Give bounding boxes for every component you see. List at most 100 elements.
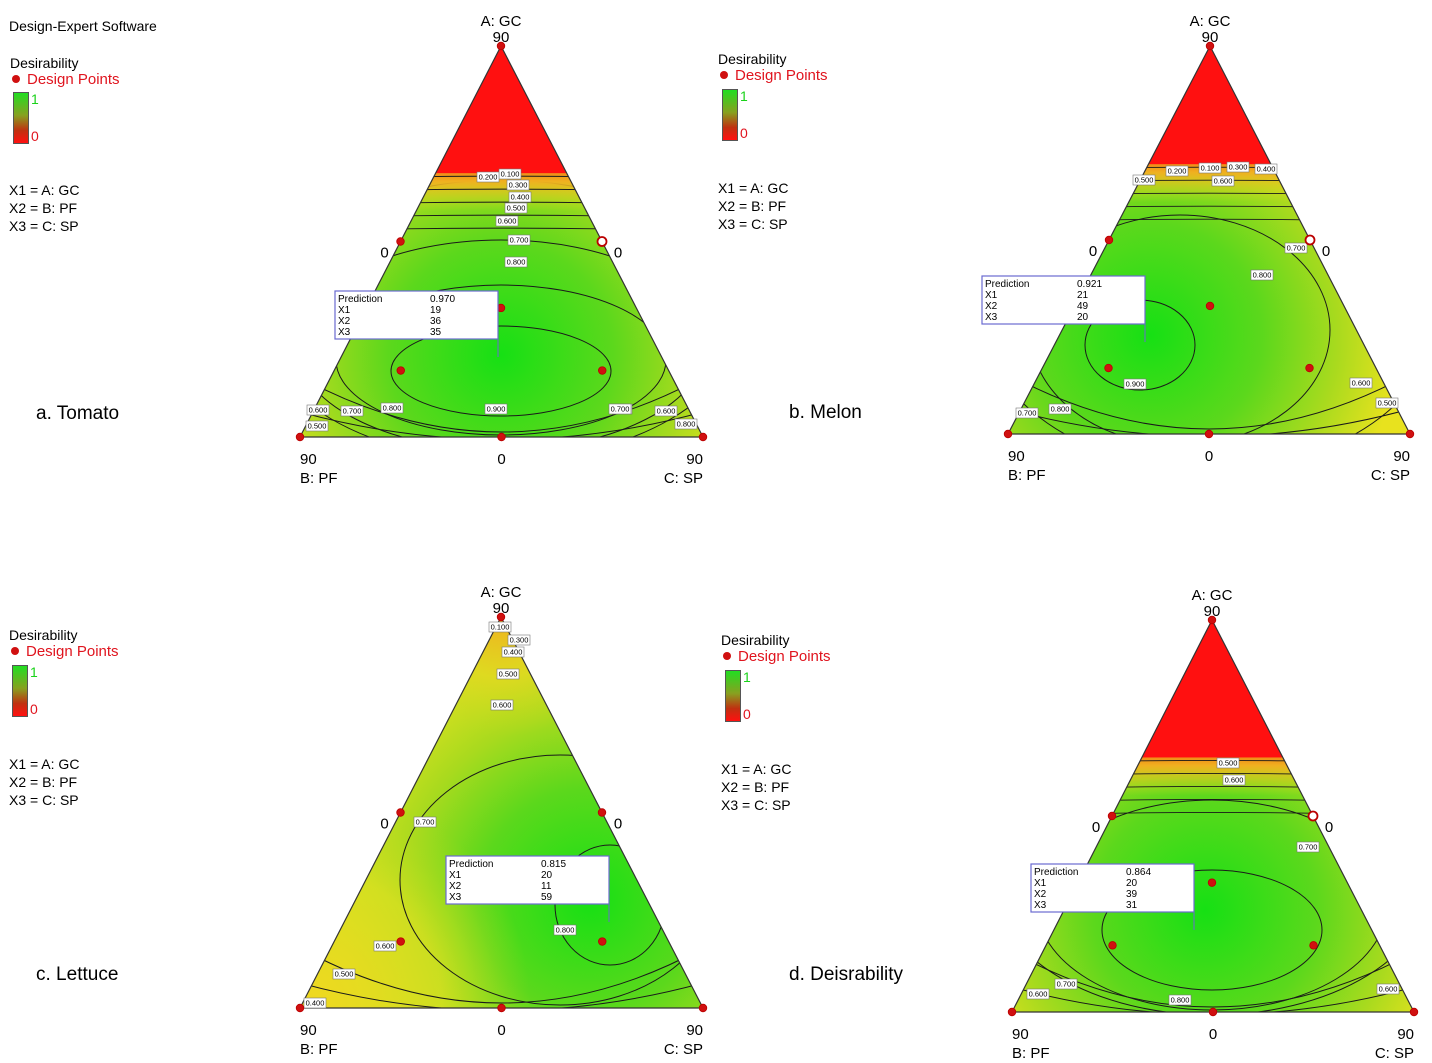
contour-label: 0.100 <box>498 168 522 180</box>
contour-label: 0.600 <box>1222 774 1246 786</box>
var-x1: X1 = A: GC <box>9 756 80 772</box>
prediction-key: X3 <box>985 312 998 323</box>
design-point <box>496 612 506 622</box>
contour-label: 0.600 <box>490 699 514 711</box>
legend-title: Desirability <box>721 632 790 648</box>
prediction-key: X1 <box>985 290 998 301</box>
design-point <box>1409 1007 1419 1017</box>
zero-desirability-region <box>300 46 703 174</box>
legend-title: Desirability <box>9 627 78 643</box>
ternary-panel-1: 0.500 0.200 0.100 0.300 0.400 0.600 0.700 0.800… <box>981 13 1415 484</box>
svg-text:0.600: 0.600 <box>1352 379 1371 388</box>
contour-label: 0.800 <box>674 418 698 430</box>
design-point <box>1003 429 1013 439</box>
svg-text:0.700: 0.700 <box>1018 409 1037 418</box>
design-point <box>1207 878 1217 887</box>
var-x2: X2 = B: PF <box>9 200 78 216</box>
contour-label: 0.600 <box>306 404 330 416</box>
design-point <box>1007 1007 1017 1017</box>
svg-text:0.500: 0.500 <box>1219 759 1238 768</box>
tick-label-right-mid: 0 <box>614 245 622 262</box>
contour-label: 0.200 <box>1165 165 1189 177</box>
design-point <box>698 1003 708 1013</box>
svg-text:0.300: 0.300 <box>510 636 529 645</box>
panel-label-a: a. Tomato <box>36 403 120 424</box>
var-x3: X3 = C: SP <box>718 216 788 232</box>
contour-line <box>1012 986 1414 1012</box>
var-x1: X1 = A: GC <box>9 182 80 198</box>
prediction-key: X2 <box>449 881 462 892</box>
prediction-key: X3 <box>1034 900 1047 911</box>
contour-line <box>300 239 703 437</box>
contour-label: 0.500 <box>496 668 520 680</box>
contour-label: 0.800 <box>1048 403 1072 415</box>
prediction-key: X1 <box>1034 878 1047 889</box>
svg-text:0.700: 0.700 <box>1057 980 1076 989</box>
legend-a: Desirability Design Points <box>10 55 120 88</box>
zero-desirability-region <box>1012 620 1414 758</box>
var-x2: X2 = B: PF <box>718 198 787 214</box>
vertex-label-top: A: GC <box>481 13 522 30</box>
contour-label: 0.800 <box>380 402 404 414</box>
contour-label: 0.700 <box>413 816 437 828</box>
software-title: Design-Expert Software <box>9 18 157 34</box>
vertex-label-top: A: GC <box>1190 13 1231 30</box>
svg-text:0.400: 0.400 <box>1257 165 1276 174</box>
vertex-label-right: C: SP <box>1371 467 1410 484</box>
design-point <box>598 366 607 375</box>
contour-label: 0.300 <box>506 179 530 191</box>
prediction-value: 11 <box>541 881 552 892</box>
tick-label-right: 90 <box>1397 1026 1414 1043</box>
tick-label-left: 90 <box>1012 1026 1029 1043</box>
orange-transition <box>1012 751 1414 798</box>
design-point <box>1107 811 1117 821</box>
contour-label: 0.800 <box>504 256 528 268</box>
svg-text:0.800: 0.800 <box>507 258 526 267</box>
design-point <box>597 808 607 817</box>
contour-line <box>1101 869 1323 991</box>
contour-label: 0.500 <box>305 420 329 432</box>
design-point <box>396 808 405 817</box>
design-point-icon <box>723 652 731 660</box>
contour-label: 0.600 <box>654 405 678 417</box>
contour-label: 0.400 <box>501 646 525 658</box>
design-point <box>1204 429 1214 439</box>
contour-label: 0.400 <box>303 997 327 1009</box>
svg-text:0.100: 0.100 <box>501 170 520 179</box>
prediction-value: 59 <box>541 892 553 903</box>
contour-label: 0.400 <box>508 191 532 203</box>
scale-high-b: 1 <box>740 88 748 104</box>
variables-a: X1 = A: GC X2 = B: PF X3 = C: SP <box>9 181 79 235</box>
contour-label: 0.800 <box>1168 994 1192 1006</box>
svg-text:0.500: 0.500 <box>1378 399 1397 408</box>
svg-text:0.600: 0.600 <box>657 407 676 416</box>
tick-label-right: 90 <box>686 1022 703 1039</box>
prediction-box: Prediction 0.864 X1 20 X2 39 X3 31 <box>1030 863 1195 930</box>
contour-surface <box>1008 46 1410 434</box>
svg-text:0.400: 0.400 <box>306 999 325 1008</box>
design-point <box>497 432 506 442</box>
variables-c: X1 = A: GC X2 = B: PF X3 = C: SP <box>9 755 79 809</box>
contour-line <box>390 325 612 417</box>
contour-label: 0.500 <box>332 968 356 980</box>
contour-line <box>399 754 703 1006</box>
prediction-box: Prediction 0.970 X1 19 X2 36 X3 35 <box>334 290 499 357</box>
prediction-value: 20 <box>1077 312 1089 323</box>
design-point <box>596 236 608 247</box>
variables-b: X1 = A: GC X2 = B: PF X3 = C: SP <box>718 179 788 233</box>
legend-title: Desirability <box>10 55 79 71</box>
design-point <box>1405 429 1415 439</box>
design-point <box>497 1003 506 1013</box>
svg-text:0.600: 0.600 <box>1214 177 1233 186</box>
tick-label-bottom-mid: 0 <box>497 451 505 468</box>
tick-label-bottom-mid: 0 <box>1209 1026 1217 1043</box>
contour-surface <box>300 46 703 437</box>
svg-text:0.800: 0.800 <box>556 926 575 935</box>
contour-label: 0.500 <box>1216 757 1240 769</box>
design-point <box>1305 363 1314 373</box>
svg-text:0.700: 0.700 <box>416 818 435 827</box>
prediction-key: Prediction <box>985 279 1029 290</box>
design-point-icon <box>11 647 19 655</box>
legend-d: Desirability Design Points <box>721 632 831 665</box>
